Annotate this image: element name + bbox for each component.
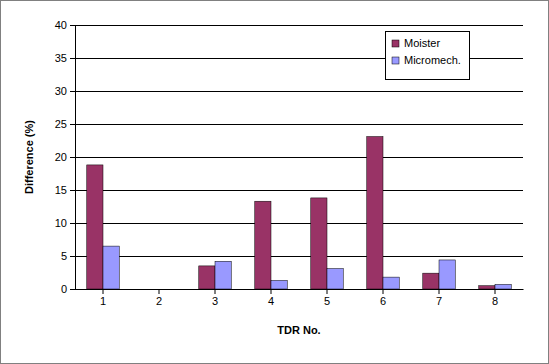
tick-mark (70, 124, 75, 125)
tick: 5 (61, 250, 75, 262)
tick-label: 7 (436, 295, 442, 307)
tick: 2 (156, 289, 162, 307)
legend-swatch (392, 40, 399, 47)
grid-line (75, 157, 523, 158)
tick-mark (439, 289, 440, 294)
x-axis: 1 2 3 4 5 6 7 8 (76, 289, 524, 307)
tick-mark (70, 223, 75, 224)
bar (143, 289, 159, 290)
grid-line (75, 289, 523, 290)
tick-label: 1 (100, 295, 106, 307)
bar (423, 273, 439, 289)
bar (479, 286, 495, 289)
bar (159, 289, 175, 290)
tick: 0 (61, 283, 75, 295)
chart-border (1, 1, 549, 364)
grid-line (75, 256, 523, 257)
tick-mark (495, 289, 496, 294)
grid (75, 25, 523, 289)
tick-mark (70, 91, 75, 92)
tick-label: 40 (55, 19, 67, 31)
bar (495, 284, 511, 289)
bar-series (103, 246, 511, 289)
tick-mark (383, 289, 384, 294)
legend: Moister Micromech. (386, 32, 470, 80)
axis-line (75, 26, 76, 290)
tick: 7 (436, 289, 442, 307)
bar (215, 261, 231, 289)
grid-line (75, 25, 523, 26)
tick-label: 35 (55, 52, 67, 64)
x-axis-title: TDR No. (277, 324, 320, 336)
bar (103, 246, 119, 289)
tick: 5 (324, 289, 330, 307)
tick-label: 4 (268, 295, 274, 307)
tick-label: 8 (492, 295, 498, 307)
y-axis-title: Difference (%) (23, 120, 35, 194)
tick: 15 (55, 184, 75, 196)
tick-mark (103, 289, 104, 294)
tick: 8 (492, 289, 498, 307)
bar (367, 137, 383, 289)
grid-line (75, 223, 523, 224)
tick-mark (70, 25, 75, 26)
tick-label: 20 (55, 151, 67, 163)
bar (439, 260, 455, 289)
bar (383, 277, 399, 289)
axis-line (76, 289, 524, 290)
bar (271, 280, 287, 289)
tick-mark (327, 289, 328, 294)
tick: 40 (55, 19, 75, 31)
tick: 30 (55, 85, 75, 97)
bar (311, 198, 327, 289)
legend-label: Micromech. (404, 54, 461, 66)
bar (255, 201, 271, 289)
tick: 25 (55, 118, 75, 130)
bar (327, 269, 343, 289)
bar-series (87, 137, 495, 289)
tick: 20 (55, 151, 75, 163)
grid-line (75, 91, 523, 92)
tick-mark (70, 256, 75, 257)
tick-mark (70, 190, 75, 191)
tick-mark (159, 289, 160, 294)
y-axis: 0 5 10 15 20 25 30 35 40 (55, 19, 76, 295)
chart: 0 5 10 15 20 25 30 35 40 1 2 3 4 5 6 7 8 TDR No. Differenc… (0, 0, 549, 364)
tick-mark (271, 289, 272, 294)
tick-mark (70, 157, 75, 158)
tick-label: 5 (61, 250, 67, 262)
tick: 3 (212, 289, 218, 307)
tick: 10 (55, 217, 75, 229)
tick: 35 (55, 52, 75, 64)
tick-label: 6 (380, 295, 386, 307)
tick: 4 (268, 289, 274, 307)
tick-label: 5 (324, 295, 330, 307)
tick-label: 15 (55, 184, 67, 196)
tick-mark (70, 58, 75, 59)
legend-swatch (392, 57, 399, 64)
tick-label: 0 (61, 283, 67, 295)
grid-line (75, 124, 523, 125)
bar (87, 165, 103, 289)
tick-label: 3 (212, 295, 218, 307)
tick-label: 2 (156, 295, 162, 307)
tick-label: 30 (55, 85, 67, 97)
tick-label: 10 (55, 217, 67, 229)
tick: 6 (380, 289, 386, 307)
grid-line (75, 190, 523, 191)
bars (87, 137, 511, 289)
bar (199, 266, 215, 289)
tick-label: 25 (55, 118, 67, 130)
legend-box (386, 32, 470, 80)
tick-mark (215, 289, 216, 294)
tick-mark (70, 289, 75, 290)
legend-label: Moister (404, 37, 440, 49)
tick: 1 (100, 289, 106, 307)
plot: 0 5 10 15 20 25 30 35 40 1 2 3 4 5 6 7 8 (55, 19, 524, 307)
